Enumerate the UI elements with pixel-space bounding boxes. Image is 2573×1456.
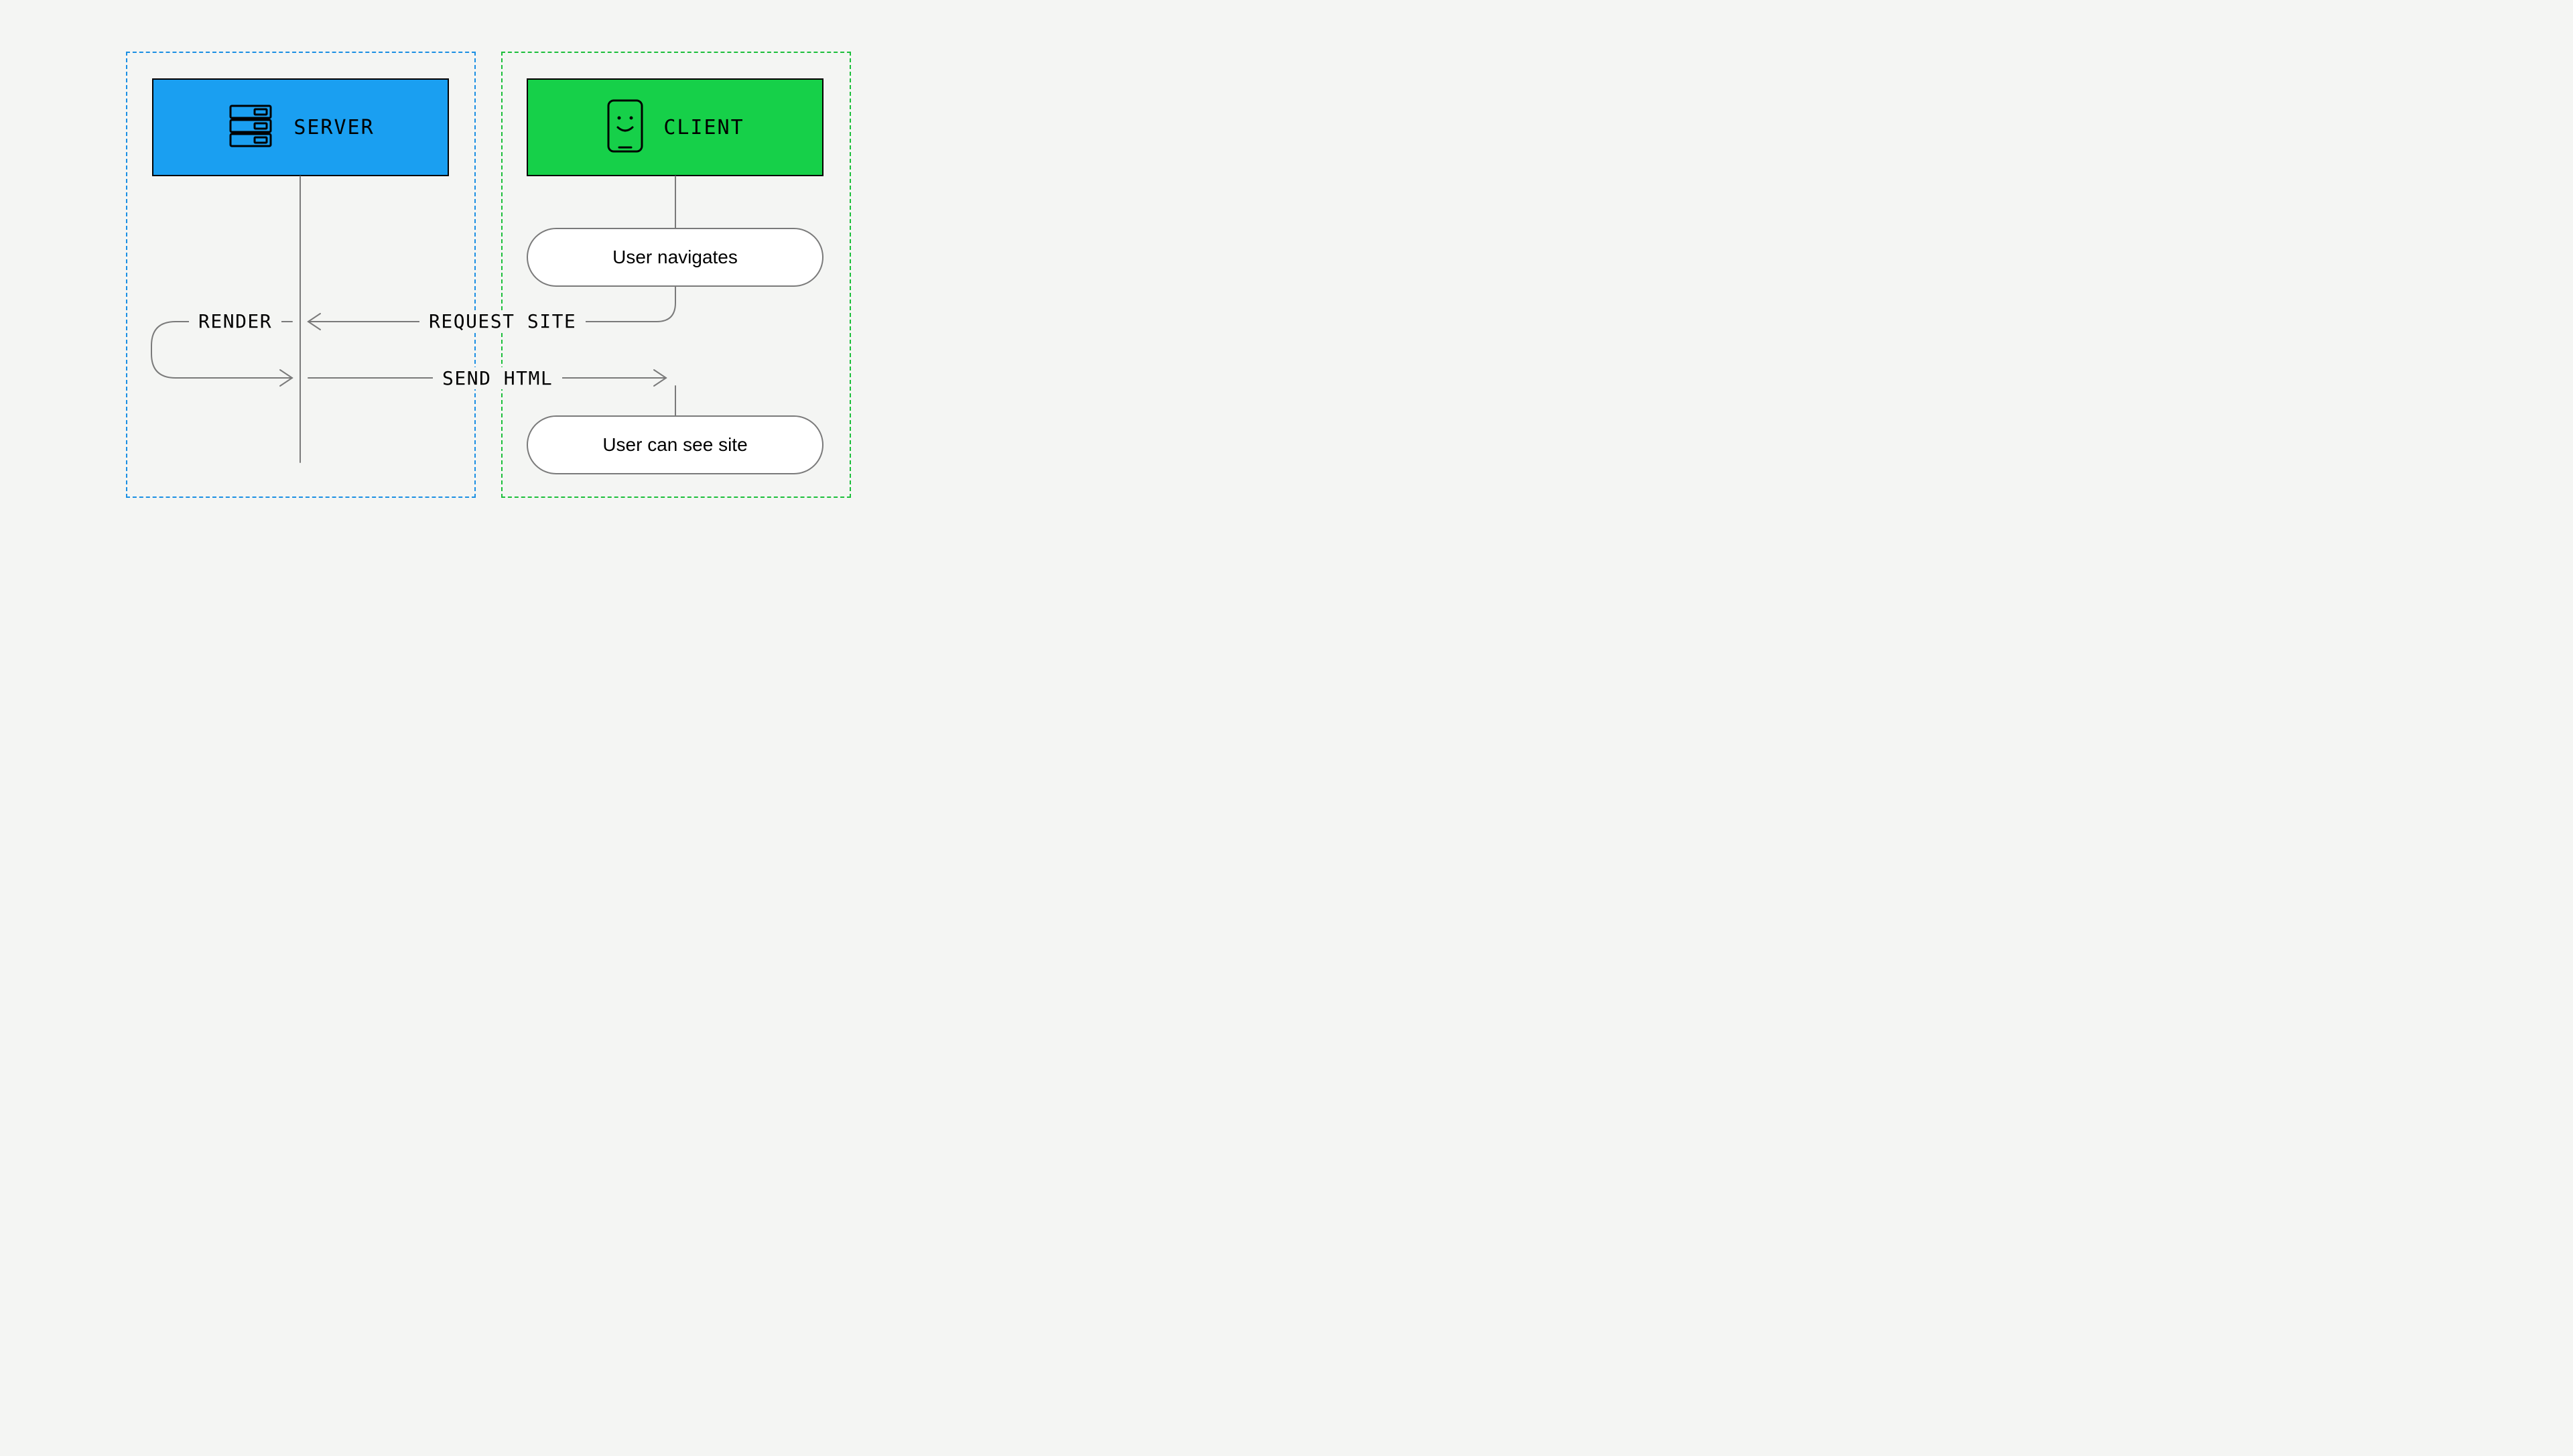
client-header: CLIENT bbox=[527, 78, 823, 176]
label-request-site: REQUEST SITE bbox=[419, 310, 586, 332]
server-label: SERVER bbox=[293, 116, 374, 139]
event-user-navigates: User navigates bbox=[527, 228, 823, 287]
client-label: CLIENT bbox=[663, 116, 744, 139]
label-render: RENDER bbox=[189, 310, 281, 332]
event-user-navigates-label: User navigates bbox=[612, 247, 738, 268]
server-icon bbox=[226, 102, 275, 153]
event-user-can-see-site-label: User can see site bbox=[602, 434, 747, 456]
label-send-html: SEND HTML bbox=[433, 367, 562, 389]
server-header: SERVER bbox=[152, 78, 449, 176]
event-user-can-see-site: User can see site bbox=[527, 415, 823, 474]
phone-smiley-icon bbox=[606, 98, 645, 157]
